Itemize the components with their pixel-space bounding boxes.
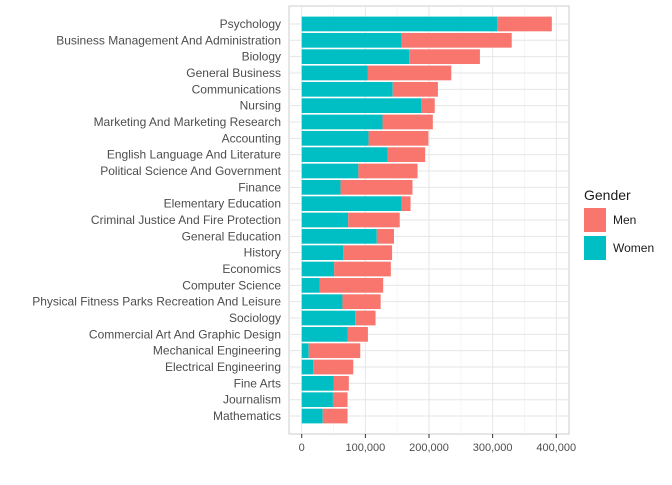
x-tick-label: 100,000: [345, 442, 385, 454]
bar-men: [348, 212, 400, 228]
category-label: Nursing: [240, 99, 281, 113]
bar-men: [347, 327, 368, 342]
category-label: Accounting: [222, 131, 281, 145]
bar-men: [319, 277, 384, 293]
bar-women: [301, 81, 393, 97]
bar-men: [497, 16, 552, 32]
category-label: General Business: [186, 66, 281, 80]
bar-men: [367, 65, 452, 81]
bar-men: [332, 392, 348, 408]
bar-men: [409, 49, 480, 64]
bar-men: [308, 343, 361, 359]
category-label: Journalism: [223, 393, 281, 407]
bar-women: [301, 163, 359, 179]
bar-women: [301, 376, 334, 391]
bar-men: [401, 32, 512, 48]
x-tick-label: 400,000: [536, 442, 576, 454]
category-label: History: [244, 246, 281, 260]
bar-men: [421, 98, 435, 113]
bar-women: [301, 392, 333, 408]
category-label: Marketing And Marketing Research: [94, 115, 281, 129]
bar-women: [301, 228, 377, 244]
bar-women: [301, 65, 368, 81]
bar-men: [382, 114, 433, 130]
category-label: Electrical Engineering: [165, 360, 281, 374]
legend-title: Gender: [584, 187, 631, 203]
category-label: Fine Arts: [234, 376, 281, 390]
category-label: English Language And Literature: [107, 148, 281, 162]
legend-label-men: Men: [613, 213, 636, 227]
category-label: Economics: [222, 262, 281, 276]
legend-label-women: Women: [613, 241, 654, 255]
bar-women: [301, 196, 402, 212]
bar-women: [301, 130, 369, 146]
bar-men: [322, 408, 348, 424]
category-label: Communications: [192, 82, 281, 96]
bar-women: [301, 32, 402, 48]
bar-women: [301, 327, 348, 342]
bar-men: [368, 130, 429, 146]
bar-women: [301, 245, 344, 261]
bar-women: [301, 294, 343, 310]
bar-women: [301, 98, 422, 113]
x-tick-label: 300,000: [473, 442, 513, 454]
x-tick-label: 0: [299, 442, 305, 454]
bar-men: [343, 245, 393, 261]
bar-men: [355, 310, 376, 326]
bar-women: [301, 359, 314, 375]
category-label: Mechanical Engineering: [153, 344, 281, 358]
bar-women: [301, 310, 356, 326]
bar-women: [301, 16, 498, 32]
bar-men: [340, 179, 413, 195]
bar-men: [387, 147, 426, 163]
bar-women: [301, 261, 335, 277]
bar-men: [334, 261, 391, 277]
category-label: Commercial Art And Graphic Design: [89, 327, 281, 341]
bar-women: [301, 49, 410, 64]
category-label: General Education: [182, 229, 281, 243]
bar-men: [358, 163, 418, 179]
bars: [301, 16, 552, 424]
category-label: Criminal Justice And Fire Protection: [91, 213, 281, 227]
bar-women: [301, 212, 349, 228]
category-label: Political Science And Government: [100, 164, 281, 178]
category-label: Mathematics: [213, 409, 281, 423]
bar-women: [301, 114, 383, 130]
bar-women: [301, 408, 323, 424]
bar-men: [313, 359, 354, 375]
legend: Gender Men Women: [584, 187, 654, 260]
bar-men: [333, 376, 349, 391]
category-label: Finance: [238, 180, 281, 194]
category-label: Physical Fitness Parks Recreation And Le…: [32, 295, 281, 309]
category-label: Psychology: [220, 17, 281, 31]
bar-men: [376, 228, 394, 244]
bar-women: [301, 179, 341, 195]
bar-men: [392, 81, 438, 97]
x-axis-tick-labels: 0 100,000 200,000 300,000 400,000: [299, 434, 576, 454]
bar-men: [342, 294, 381, 310]
category-label: Elementary Education: [164, 197, 281, 211]
category-label: Biology: [242, 50, 281, 64]
category-label: Computer Science: [182, 278, 281, 292]
x-tick-label: 200,000: [409, 442, 449, 454]
category-labels: Psychology Business Management And Admini…: [32, 17, 281, 423]
bar-women: [301, 277, 320, 293]
bar-men: [401, 196, 411, 212]
bar-women: [301, 147, 388, 163]
bar-women: [301, 343, 309, 359]
category-label: Business Management And Administration: [56, 33, 281, 47]
legend-key-women: [584, 236, 606, 260]
legend-key-men: [584, 208, 606, 232]
category-label: Sociology: [229, 311, 281, 325]
